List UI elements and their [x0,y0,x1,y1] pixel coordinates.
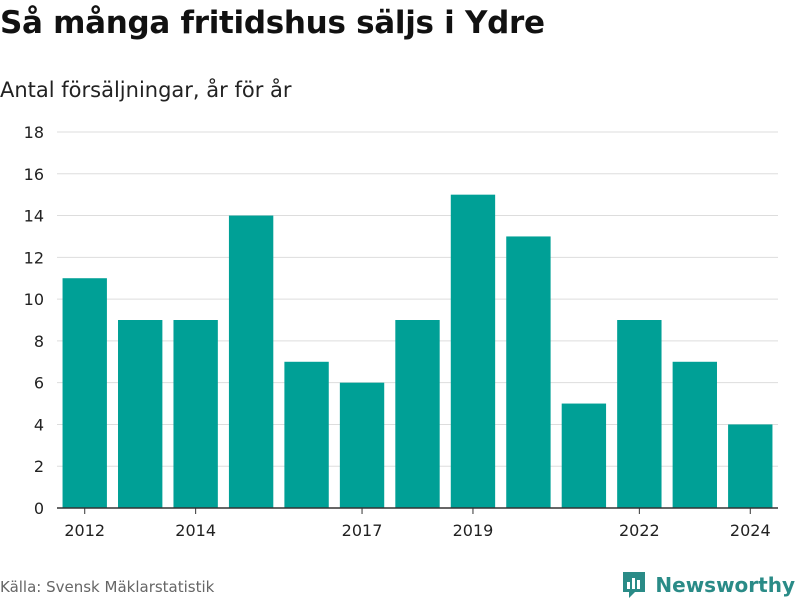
bar-2015 [228,215,274,509]
bar-2020 [506,236,551,508]
bar-2023 [672,361,717,508]
y-tick-label: 10 [24,290,44,309]
x-tick-label: 2022 [619,521,660,540]
bar-2013 [118,320,163,508]
bar-2012 [62,278,107,508]
bar-chart: 0 2 4 6 8 10 12 14 16 18 2012 2014 2017 2019 2022 2024 [24,123,778,540]
x-tick-label: 2024 [730,521,771,540]
bar-2018 [395,320,440,508]
y-tick-label: 4 [34,415,44,434]
y-tick-label: 8 [34,332,44,351]
x-axis-ticks: 2012 2014 2017 2019 2022 2024 [64,508,771,540]
brand-name: Newsworthy [655,573,795,597]
bar-2016 [284,361,329,508]
chart-subtitle: Antal försäljningar, år för år [0,78,292,102]
chart-title: Så många fritidshus säljs i Ydre [0,5,545,41]
x-tick-label: 2017 [342,521,383,540]
y-tick-label: 16 [24,165,44,184]
bar-2014 [173,320,218,508]
bar-2019 [450,194,496,508]
bars [62,194,773,509]
x-tick-label: 2014 [175,521,216,540]
x-tick-label: 2019 [453,521,494,540]
y-tick-label: 12 [24,248,44,267]
y-axis-ticks: 0 2 4 6 8 10 12 14 16 18 [24,123,44,518]
y-tick-label: 6 [34,374,44,393]
x-tick-label: 2012 [64,521,105,540]
newsworthy-logo-icon [623,572,646,598]
bar-2024 [728,424,773,508]
y-tick-label: 0 [34,499,44,518]
y-tick-label: 18 [24,123,44,142]
brand-logo: Newsworthy [621,569,795,601]
bar-2021 [561,403,607,508]
y-tick-label: 14 [24,207,44,226]
y-tick-label: 2 [34,457,44,476]
bar-2017 [339,382,385,508]
source-note: Källa: Svensk Mäklarstatistik [0,578,215,596]
bar-2022 [617,320,662,508]
